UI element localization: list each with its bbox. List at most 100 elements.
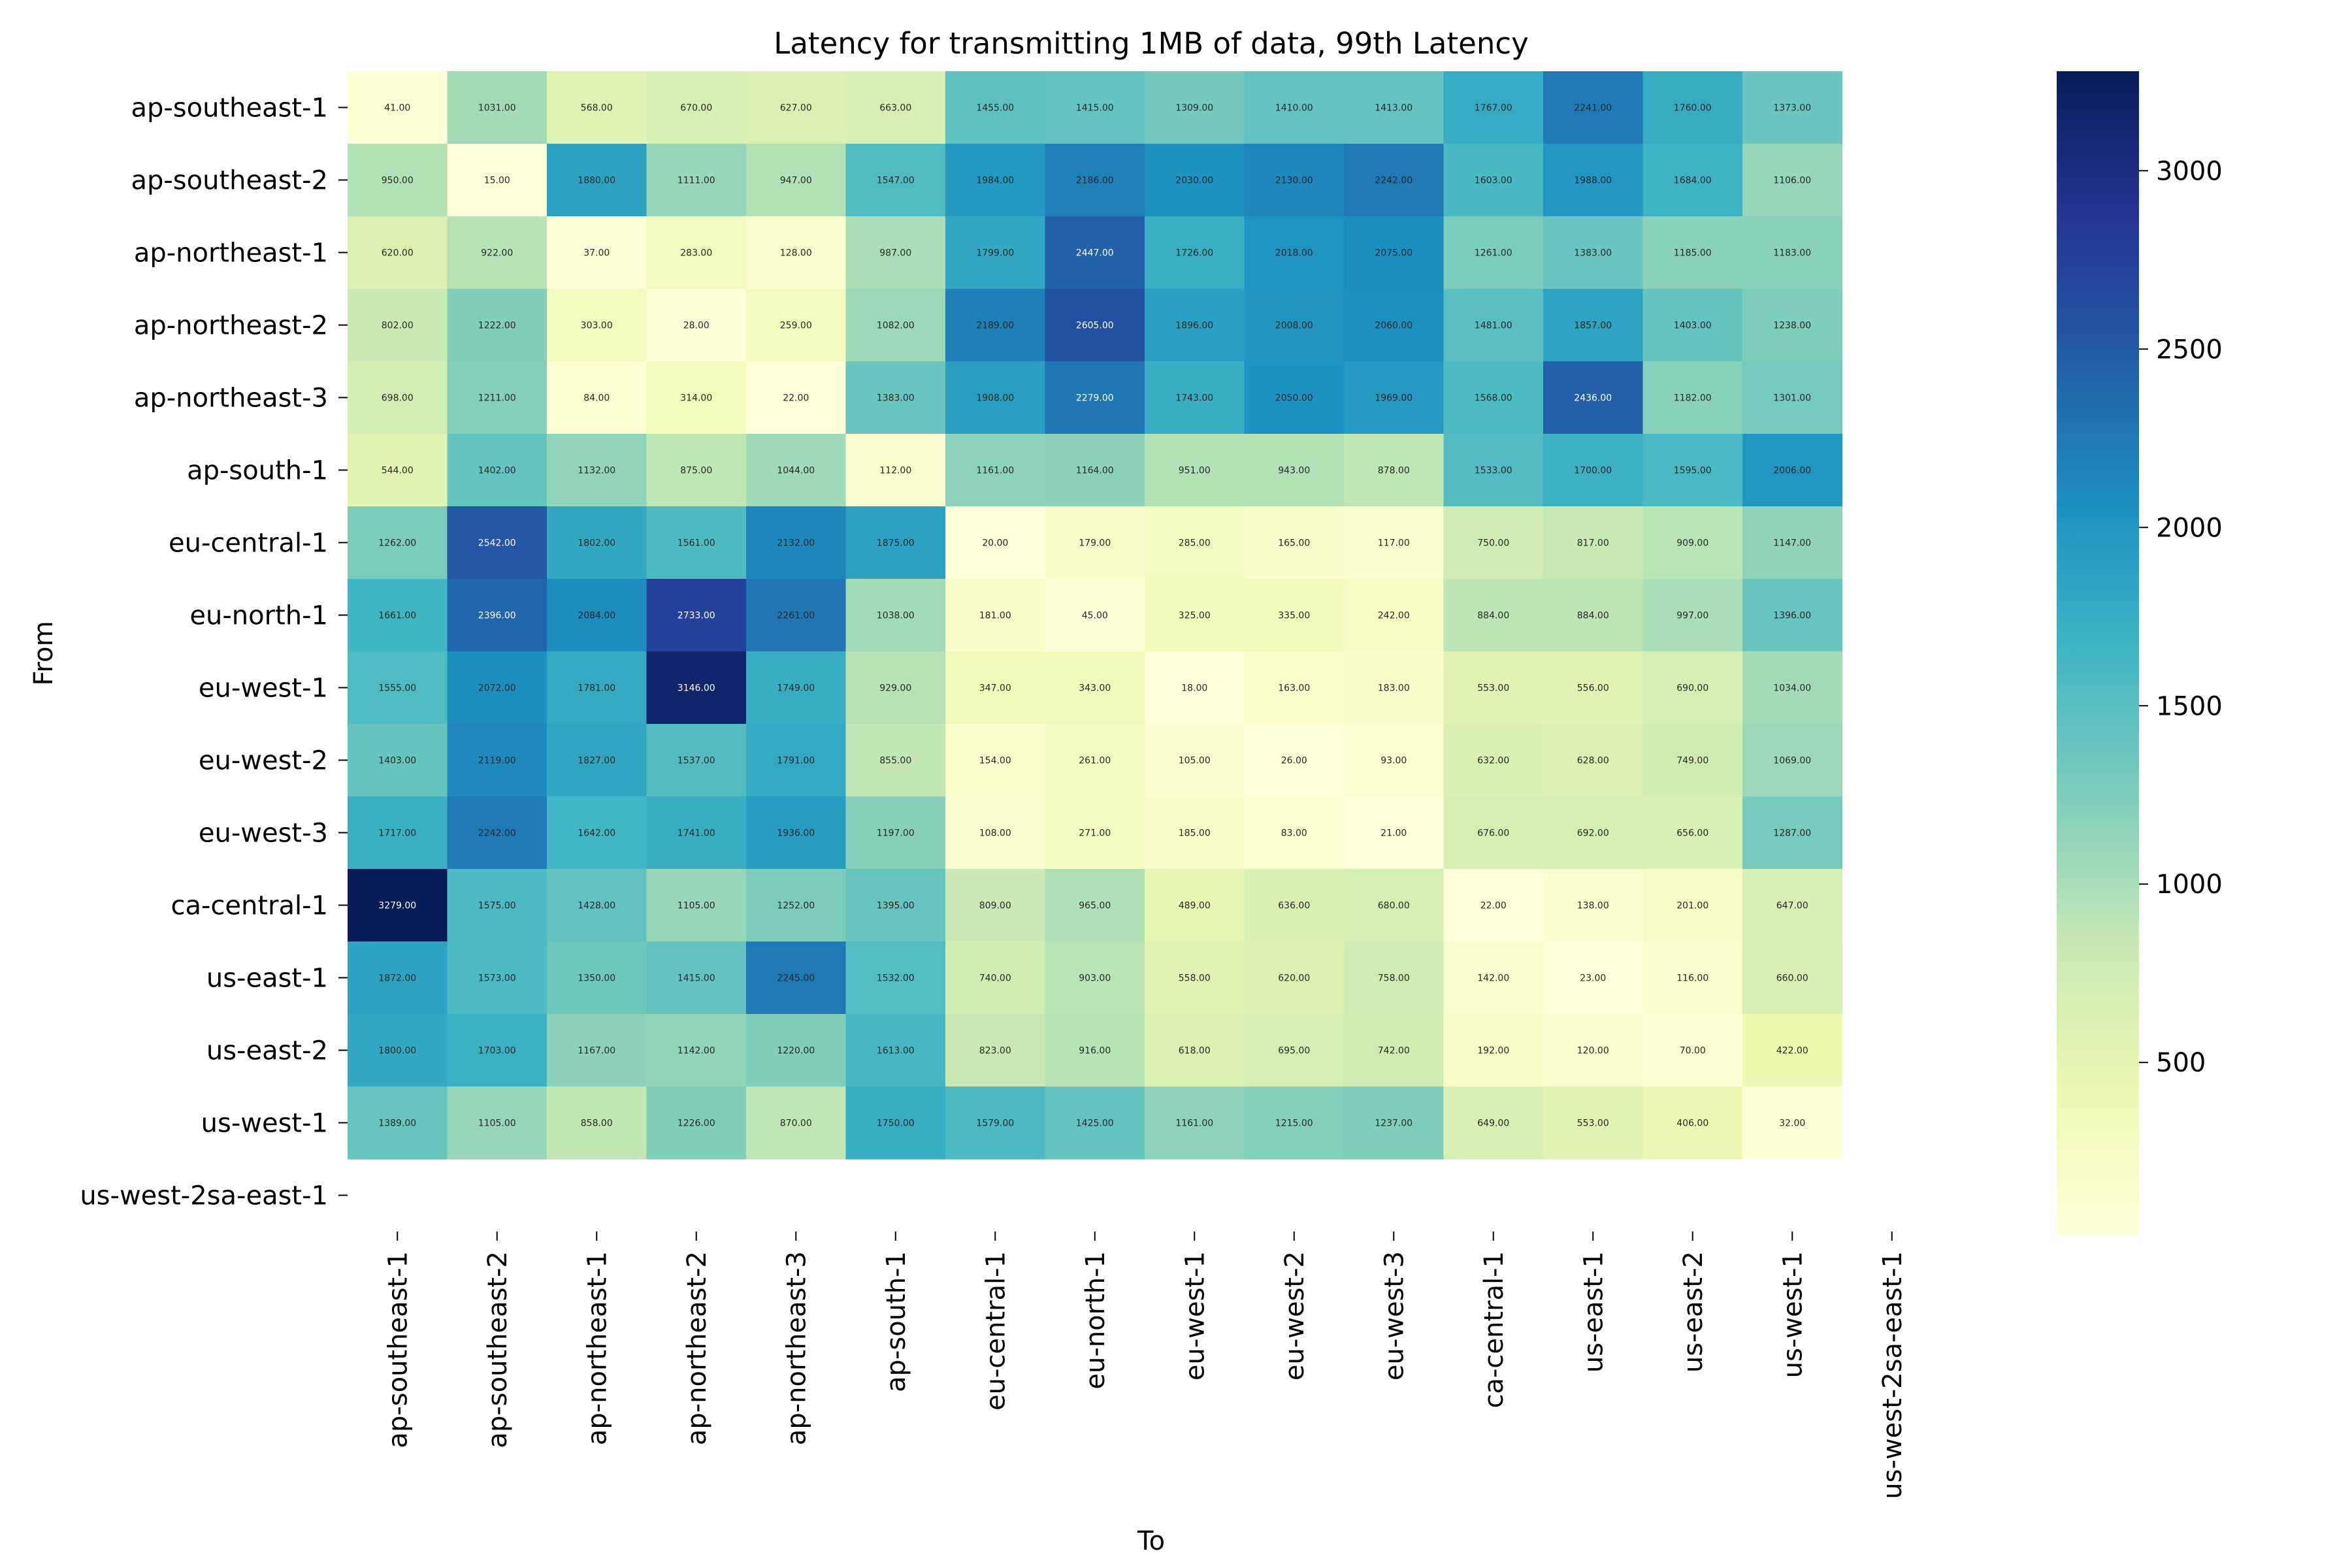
cell-value-label: 2084.00 (578, 611, 615, 621)
cell-value-label: 2132.00 (777, 538, 815, 549)
cell-value-label: 2733.00 (678, 611, 715, 621)
heatmap-cell (1344, 71, 1445, 144)
heatmap-cell (1742, 1014, 1843, 1087)
y-tick-label: eu-west-2 (199, 746, 328, 776)
heatmap-cell (1145, 361, 1245, 434)
heatmap-cell (945, 724, 1046, 797)
heatmap-cell (1642, 869, 1743, 942)
cell-value-label: 22.00 (783, 393, 809, 404)
heatmap-cell (1642, 289, 1743, 362)
cell-value-label: 2050.00 (1275, 393, 1313, 404)
cell-value-label: 489.00 (1179, 901, 1211, 911)
heatmap-cell (547, 361, 647, 434)
y-axis-ticks: ap-southeast-1 ap-southeast-2 ap-northeast… (80, 93, 348, 1211)
colorbar-tick-label: 1500 (2156, 691, 2223, 721)
heatmap-cell (945, 71, 1046, 144)
cell-value-label: 1183.00 (1773, 248, 1811, 259)
cell-value-label: 884.00 (1577, 611, 1609, 621)
cell-value-label: 620.00 (1278, 973, 1310, 984)
cell-value-label: 553.00 (1477, 683, 1509, 694)
cell-value-label: 1969.00 (1375, 393, 1413, 404)
heatmap-cell (646, 724, 747, 797)
cell-value-label: 1700.00 (1574, 466, 1612, 476)
cell-value-label: 1595.00 (1674, 466, 1712, 476)
heatmap-cell (547, 144, 647, 217)
x-tick-label: eu-west-1 (1180, 1251, 1210, 1380)
heatmap-cell (1543, 869, 1644, 942)
cell-value-label: 1403.00 (378, 756, 416, 766)
heatmap-cell (746, 724, 847, 797)
colorbar-tick-label: 3000 (2156, 156, 2223, 186)
heatmap-cell (646, 1086, 747, 1160)
cell-value-label: 406.00 (1676, 1119, 1708, 1129)
heatmap-cell (1244, 724, 1345, 797)
cell-value-label: 1415.00 (1076, 103, 1114, 114)
heatmap-cell (1045, 1086, 1145, 1160)
heatmap-cell (1543, 1014, 1644, 1087)
cell-value-label: 656.00 (1676, 828, 1708, 839)
cell-value-label: 1142.00 (678, 1046, 715, 1056)
cell-value-label: 909.00 (1676, 538, 1708, 549)
cell-value-label: 37.00 (583, 248, 610, 259)
heatmap-cell (746, 1086, 847, 1160)
cell-value-label: 3146.00 (678, 683, 715, 694)
cell-value-label: 2396.00 (478, 611, 516, 621)
heatmap-cell (447, 724, 547, 797)
heatmap-cell (1742, 869, 1843, 942)
heatmap-cell (1045, 651, 1145, 725)
heatmap-cell (1344, 506, 1445, 580)
heatmap-cell (1145, 869, 1245, 942)
heatmap-cell (1344, 579, 1445, 652)
cell-value-label: 1573.00 (478, 973, 516, 984)
cell-value-label: 179.00 (1079, 538, 1111, 549)
heatmap-cell (1742, 724, 1843, 797)
colorbar-ticks: 500 1000 1500 2000 2500 3000 (2139, 156, 2223, 1078)
cell-value-label: 1161.00 (1175, 1119, 1213, 1129)
x-tick-label: ca-central-1 (1479, 1251, 1509, 1409)
cell-value-label: 670.00 (680, 103, 712, 114)
x-tick-label: eu-west-3 (1379, 1251, 1409, 1380)
heatmap-cell (845, 651, 946, 725)
heatmap-cell (845, 71, 946, 144)
cell-value-label: 1238.00 (1773, 321, 1811, 331)
heatmap-cell (945, 1014, 1046, 1087)
cell-value-label: 1988.00 (1574, 176, 1612, 186)
heatmap-cell (1344, 361, 1445, 434)
cell-value-label: 758.00 (1378, 973, 1410, 984)
heatmap-cell (945, 796, 1046, 870)
cell-value-label: 84.00 (583, 393, 610, 404)
cell-value-label: 41.00 (384, 103, 410, 114)
cell-value-label: 1603.00 (1475, 176, 1512, 186)
cell-value-label: 1561.00 (678, 538, 715, 549)
cell-value-label: 1791.00 (777, 756, 815, 766)
cell-value-label: 303.00 (581, 321, 613, 331)
cell-value-label: 1389.00 (378, 1119, 416, 1129)
heatmap-cell (945, 869, 1046, 942)
heatmap-cell (447, 579, 547, 652)
heatmap-cell (348, 506, 448, 580)
heatmap-cell (1045, 71, 1145, 144)
cell-value-label: 1703.00 (478, 1046, 516, 1056)
heatmap-cell (348, 434, 448, 507)
y-tick-label: eu-west-3 (199, 819, 328, 849)
heatmap-cell (1543, 71, 1644, 144)
heatmap-cell (1145, 434, 1245, 507)
heatmap-cell (447, 216, 547, 289)
cell-value-label: 1132.00 (578, 466, 615, 476)
heatmap-cell (1543, 796, 1644, 870)
heatmap-cell (1543, 941, 1644, 1015)
cell-value-label: 1147.00 (1773, 538, 1811, 549)
cell-value-label: 884.00 (1477, 611, 1509, 621)
y-tick-label: ca-central-1 (171, 891, 328, 921)
cell-value-label: 1222.00 (478, 321, 516, 331)
cell-value-label: 93.00 (1380, 756, 1407, 766)
cell-value-label: 26.00 (1281, 756, 1307, 766)
cell-value-label: 2072.00 (478, 683, 516, 694)
y-axis-label: From (29, 621, 59, 685)
cell-value-label: 142.00 (1477, 973, 1509, 984)
heatmap-cell (845, 506, 946, 580)
heatmap-cell (1344, 796, 1445, 870)
cell-value-label: 1226.00 (678, 1119, 715, 1129)
cell-value-label: 680.00 (1378, 901, 1410, 911)
heatmap-cell (1045, 506, 1145, 580)
